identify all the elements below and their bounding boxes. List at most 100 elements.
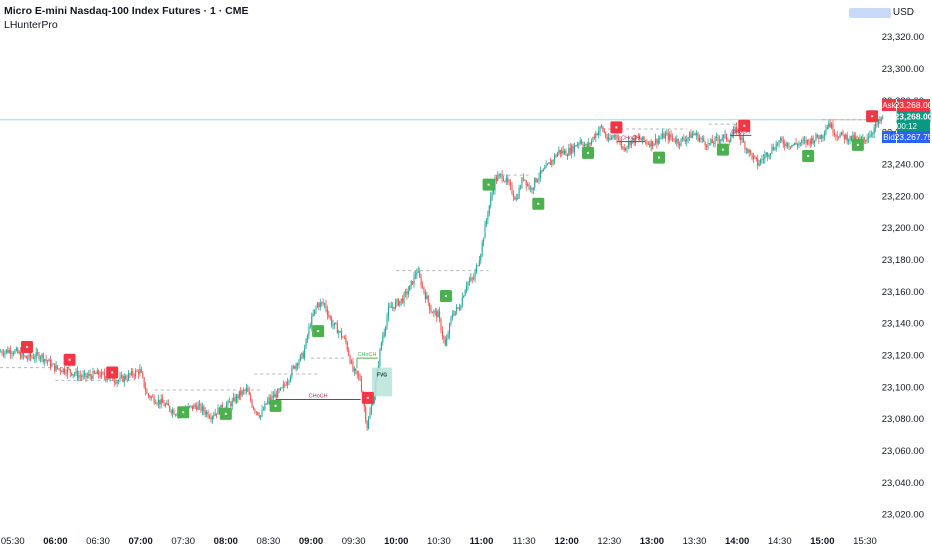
price-tick-label: 23,240.00 [882, 159, 924, 170]
candle-body [767, 152, 769, 157]
candle-body [326, 309, 328, 315]
candle-body [566, 155, 568, 157]
price-tick-label: 23,040.00 [882, 478, 924, 489]
buy-signal-dot [317, 330, 320, 333]
candle-body [261, 409, 263, 416]
candle-body [412, 281, 414, 285]
candle-body [407, 290, 409, 295]
time-tick-label: 05:30 [1, 536, 25, 547]
candle-body [484, 224, 486, 239]
candle-body [447, 334, 449, 339]
candle-body [328, 314, 330, 317]
candle-body [99, 375, 101, 378]
candle-body [271, 395, 273, 401]
price-tick-label: 23,320.00 [882, 32, 924, 43]
candle-body [632, 137, 634, 141]
buy-signal-dot [807, 155, 810, 158]
candle-body [710, 139, 712, 144]
candle-body [292, 366, 294, 368]
candle-body [241, 390, 243, 396]
candle-body [285, 384, 287, 386]
candle-body [393, 306, 395, 309]
candle-body [252, 406, 255, 410]
candle-body [146, 391, 148, 394]
candle-body [593, 136, 595, 139]
candle-body [555, 155, 557, 157]
buy-signal-dot [487, 183, 490, 186]
candle-body [477, 265, 479, 267]
candle-body [389, 306, 391, 308]
candle-body [257, 411, 259, 415]
candle-body [163, 403, 165, 407]
candle-body [740, 136, 742, 140]
candle-body [693, 133, 695, 135]
candle-body [345, 337, 347, 342]
candle-body [301, 352, 303, 356]
candle-body [840, 131, 843, 135]
candle-body [842, 131, 844, 135]
candle-body [635, 135, 637, 143]
candle-body [98, 370, 100, 376]
candle-body [448, 323, 451, 335]
candle-body [147, 393, 149, 396]
candle-body [745, 148, 747, 150]
candle-body [92, 371, 94, 379]
candle-body [608, 137, 610, 140]
currency-selector[interactable]: USD [892, 7, 914, 18]
candle-body [27, 358, 29, 360]
candle-body [309, 326, 311, 328]
candle-body [782, 140, 784, 145]
time-tick-label: 12:30 [597, 536, 621, 547]
candle-body [126, 379, 128, 380]
indicator-name[interactable]: LHunterPro [4, 19, 58, 31]
candle-body [870, 134, 872, 136]
candle-body [416, 272, 418, 276]
candle-body [243, 390, 245, 392]
candle-body [505, 177, 507, 182]
candle-body [196, 406, 198, 410]
candle-body [149, 395, 151, 398]
candle-body [85, 373, 87, 378]
candle-body [238, 391, 240, 399]
candle-body [473, 278, 475, 280]
ask-price-label: 23,268.00 [895, 100, 932, 110]
candle-body [471, 277, 473, 279]
candle-body [76, 370, 78, 378]
time-tick-label: 12:00 [555, 536, 579, 547]
candle-body [657, 139, 659, 144]
buy-signal-dot [721, 148, 724, 151]
candle-body [703, 138, 705, 142]
chart-title[interactable]: Micro E-mini Nasdaq-100 Index Futures · … [4, 5, 249, 17]
candle-body [862, 137, 864, 139]
candle-body [437, 311, 439, 318]
candle-body [548, 162, 550, 164]
candle-body [669, 134, 671, 140]
candle-body [532, 187, 534, 190]
candle-body [700, 138, 702, 140]
candle-body [248, 391, 250, 395]
candle-body [82, 374, 84, 378]
candle-body [169, 406, 171, 411]
candle-body [47, 360, 49, 362]
candle-body [686, 138, 688, 142]
candle-body [21, 352, 23, 359]
candle-body [592, 136, 594, 141]
candle-body [265, 403, 267, 405]
candle-body [630, 140, 632, 146]
candle-body [853, 134, 855, 141]
candle-body [623, 147, 625, 151]
candle-body [28, 353, 30, 359]
candle-body [322, 302, 324, 304]
candle-body [846, 134, 848, 142]
candle-body [502, 178, 505, 182]
candle-body [233, 397, 235, 401]
candle-body [139, 368, 141, 375]
candle-body [497, 175, 499, 181]
buy-signal-dot [856, 143, 859, 146]
candle-body [619, 139, 621, 141]
candle-body [439, 311, 441, 319]
candle-body [831, 123, 833, 128]
candle-body [507, 177, 509, 183]
candle-body [819, 134, 821, 139]
